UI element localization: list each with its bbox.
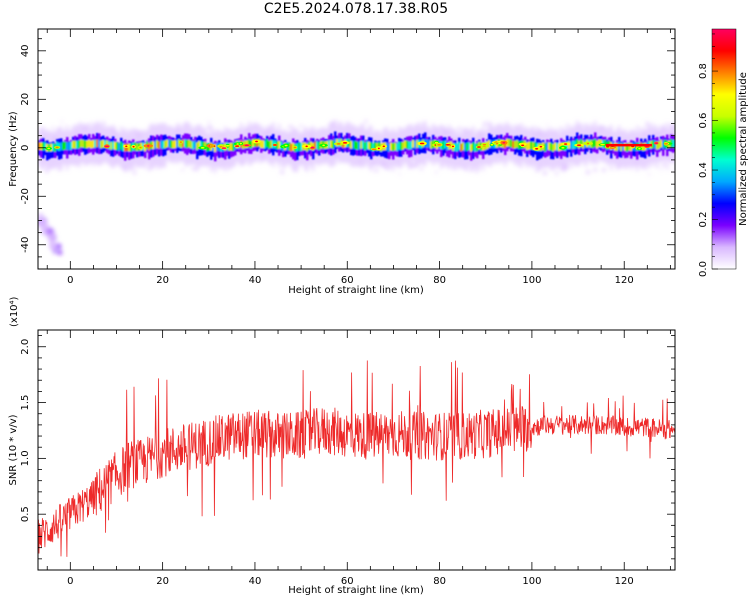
- snr-x-axis: 0 20 40 60 80 100 120: [46, 330, 671, 587]
- x-tick-label: 80: [433, 576, 446, 587]
- figure-title: C2E5.2024.078.17.38.R05: [263, 1, 449, 17]
- snr-panel: 0 20 40 60 80 100 120 0.5 1.0 1.5 2.0 Height of s…: [8, 296, 676, 596]
- snr-frame: [37, 329, 676, 571]
- colorbar-label: Normalized spectral amplitude: [738, 72, 749, 226]
- colorbar-tick-label: 0.4: [698, 162, 709, 178]
- x-tick-label: 40: [249, 275, 262, 286]
- spectrogram-x-axis: 0 20 40 60 80 100 120: [46, 29, 671, 286]
- x-tick-label: 120: [615, 576, 634, 587]
- x-tick-label: 20: [156, 275, 169, 286]
- spectrogram-panel: 0 20 40 60 80 100 120 -40 -20 0 20 40 Height of st…: [8, 28, 676, 296]
- colorbar-tick-label: 0.6: [698, 113, 709, 129]
- spectrogram-heatmap: [38, 119, 675, 255]
- colorbar-scale: [712, 29, 736, 269]
- x-tick-label: 60: [341, 576, 354, 587]
- x-tick-label: 20: [156, 576, 169, 587]
- snr-x-label: Height of straight line (km): [288, 585, 424, 596]
- snr-multiplier: (x10⁴): [9, 296, 20, 327]
- x-tick-label: 0: [67, 275, 73, 286]
- x-tick-label: 120: [615, 275, 634, 286]
- snr-series-line: [38, 360, 675, 557]
- spectrogram-y-axis: -40 -20 0 20 40: [20, 38, 675, 270]
- x-tick-label: 40: [249, 576, 262, 587]
- spectrogram-y-label: Frequency (Hz): [8, 111, 19, 187]
- colorbar-tick-label: 0.0: [698, 261, 709, 277]
- y-tick-label: 1.5: [20, 395, 31, 411]
- snr-y-axis: 0.5 1.0 1.5 2.0: [20, 335, 675, 571]
- y-tick-label: 40: [20, 44, 31, 57]
- colorbar-ticks: 0.0 0.2 0.4 0.6 0.8: [698, 33, 718, 277]
- y-tick-label: -40: [20, 237, 31, 253]
- y-tick-label: 20: [20, 93, 31, 106]
- colorbar-tick-label: 0.8: [698, 63, 709, 79]
- colorbar: 0.0 0.2 0.4 0.6 0.8 Normalized spectral ampl…: [698, 28, 749, 277]
- snr-y-label: SNR (10 * v/v): [8, 414, 19, 485]
- y-tick-label: 0: [20, 145, 31, 151]
- y-tick-label: -20: [20, 188, 31, 204]
- colorbar-tick-label: 0.2: [698, 212, 709, 228]
- x-tick-label: 60: [341, 275, 354, 286]
- x-tick-label: 80: [433, 275, 446, 286]
- colorbar-frame: [711, 28, 737, 270]
- y-tick-label: 0.5: [20, 506, 31, 522]
- y-tick-label: 2.0: [20, 339, 31, 355]
- x-tick-label: 100: [522, 576, 541, 587]
- y-tick-label: 1.0: [20, 450, 31, 466]
- x-tick-label: 0: [67, 576, 73, 587]
- spectrogram-x-label: Height of straight line (km): [288, 285, 424, 296]
- x-tick-label: 100: [522, 275, 541, 286]
- spectrogram-frame: [37, 28, 676, 270]
